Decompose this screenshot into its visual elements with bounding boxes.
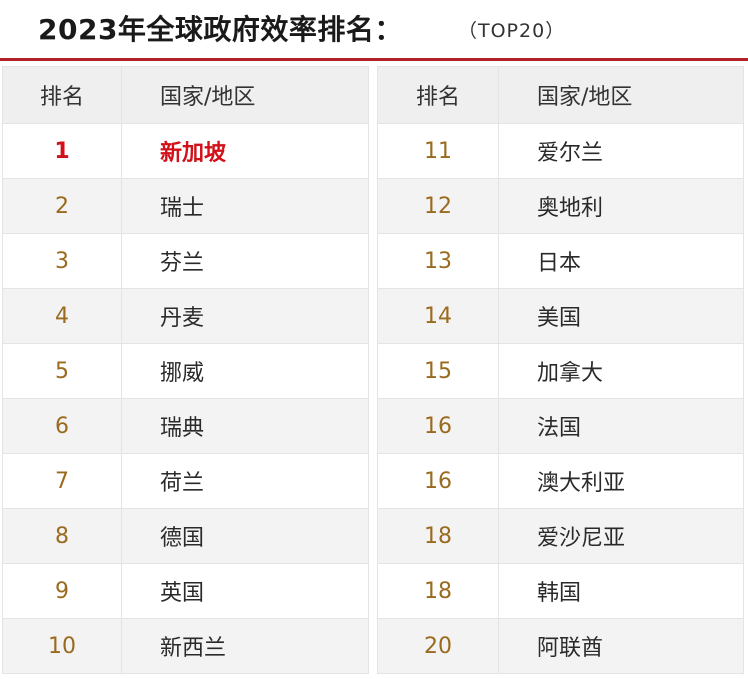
country-cell: 美国 (498, 288, 744, 344)
table-row: 5 挪威 (2, 343, 369, 399)
country-cell: 澳大利亚 (498, 453, 744, 509)
table-row: 8 德国 (2, 508, 369, 564)
rank-cell: 1 (54, 138, 70, 164)
table-row: 18 韩国 (377, 563, 744, 619)
rank-cell: 12 (424, 193, 452, 219)
country-cell: 加拿大 (498, 343, 744, 399)
country-cell: 日本 (498, 233, 744, 289)
rank-cell: 2 (55, 193, 69, 219)
header-rank: 排名 (2, 66, 122, 124)
table-row: 2 瑞士 (2, 178, 369, 234)
rank-cell: 18 (424, 523, 452, 549)
rank-cell: 9 (55, 578, 69, 604)
table-header-row: 排名 国家/地区 (2, 66, 369, 124)
country-cell: 英国 (121, 563, 369, 619)
country-cell: 韩国 (498, 563, 744, 619)
page-title: 2023年全球政府效率排名： (38, 13, 403, 46)
table-row: 7 荷兰 (2, 453, 369, 509)
table-row: 11 爱尔兰 (377, 123, 744, 179)
rank-cell: 13 (424, 248, 452, 274)
header-country: 国家/地区 (498, 66, 744, 124)
country-cell: 阿联酋 (498, 618, 744, 674)
table-row: 6 瑞典 (2, 398, 369, 454)
title-divider (0, 58, 748, 61)
country-cell: 爱尔兰 (498, 123, 744, 179)
country-cell: 法国 (498, 398, 744, 454)
table-row: 18 爱沙尼亚 (377, 508, 744, 564)
table-row: 16 法国 (377, 398, 744, 454)
ranking-table-right: 排名 国家/地区 11 爱尔兰 12 奥地利 13 日本 14 美国 15 加拿… (377, 66, 744, 674)
table-row: 9 英国 (2, 563, 369, 619)
ranking-table-left: 排名 国家/地区 1 新加坡 2 瑞士 3 芬兰 4 丹麦 5 挪威 6 瑞典 (2, 66, 369, 674)
rank-cell: 16 (424, 413, 452, 439)
country-cell: 新加坡 (121, 123, 369, 179)
rank-cell: 8 (55, 523, 69, 549)
table-row: 10 新西兰 (2, 618, 369, 674)
table-row: 20 阿联酋 (377, 618, 744, 674)
table-header-row: 排名 国家/地区 (377, 66, 744, 124)
rank-cell: 10 (48, 633, 76, 659)
rank-cell: 14 (424, 303, 452, 329)
rank-cell: 20 (424, 633, 452, 659)
header-country: 国家/地区 (121, 66, 369, 124)
rank-cell: 3 (55, 248, 69, 274)
country-cell: 丹麦 (121, 288, 369, 344)
page-subtitle: （TOP20） (458, 20, 566, 42)
table-row: 4 丹麦 (2, 288, 369, 344)
country-cell: 奥地利 (498, 178, 744, 234)
country-cell: 瑞士 (121, 178, 369, 234)
rank-cell: 4 (55, 303, 69, 329)
country-cell: 荷兰 (121, 453, 369, 509)
title-bar: 2023年全球政府效率排名： （TOP20） (0, 0, 748, 61)
country-cell: 瑞典 (121, 398, 369, 454)
country-cell: 芬兰 (121, 233, 369, 289)
country-cell: 德国 (121, 508, 369, 564)
rank-cell: 11 (424, 138, 452, 164)
rank-cell: 5 (55, 358, 69, 384)
rank-cell: 18 (424, 578, 452, 604)
table-row: 16 澳大利亚 (377, 453, 744, 509)
table-row: 13 日本 (377, 233, 744, 289)
table-row: 14 美国 (377, 288, 744, 344)
table-row: 3 芬兰 (2, 233, 369, 289)
country-cell: 新西兰 (121, 618, 369, 674)
table-row: 1 新加坡 (2, 123, 369, 179)
table-row: 12 奥地利 (377, 178, 744, 234)
rank-cell: 6 (55, 413, 69, 439)
country-cell: 爱沙尼亚 (498, 508, 744, 564)
rank-cell: 15 (424, 358, 452, 384)
country-cell: 挪威 (121, 343, 369, 399)
header-rank: 排名 (377, 66, 499, 124)
rank-cell: 7 (55, 468, 69, 494)
rank-cell: 16 (424, 468, 452, 494)
table-row: 15 加拿大 (377, 343, 744, 399)
